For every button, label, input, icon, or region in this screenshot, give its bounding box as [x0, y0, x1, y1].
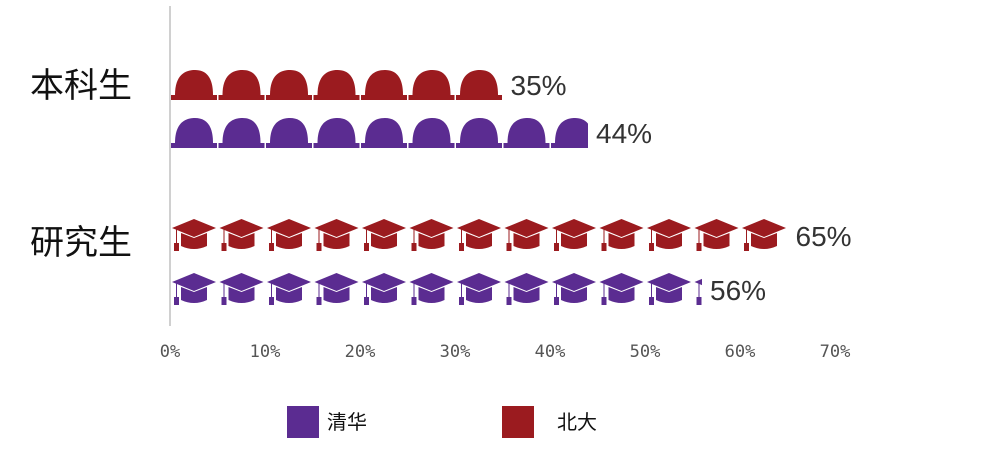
baseball-cap-icon	[171, 118, 217, 148]
legend-label: 北大	[557, 410, 597, 434]
baseball-cap-icon	[551, 118, 588, 148]
category-label: 研究生	[30, 223, 132, 263]
mortarboard-icon	[504, 219, 549, 251]
baseball-cap-icon	[266, 118, 312, 148]
mortarboard-icon	[267, 273, 311, 305]
legend-label: 清华	[327, 410, 367, 434]
baseball-cap-icon	[171, 70, 217, 100]
bar	[171, 118, 588, 148]
baseball-cap-icon	[266, 70, 312, 100]
bar	[172, 273, 702, 305]
mortarboard-icon	[694, 219, 739, 251]
mortarboard-icon	[362, 273, 406, 305]
x-tick-label: 10%	[250, 342, 281, 362]
legend-swatch	[502, 406, 534, 438]
x-tick-label: 60%	[725, 342, 756, 362]
mortarboard-icon	[552, 273, 596, 305]
legend: 清华 北大	[287, 406, 597, 438]
mortarboard-icon	[552, 219, 596, 251]
category-label: 本科生	[30, 66, 132, 106]
value-label: 35%	[511, 70, 567, 101]
legend-swatch	[287, 406, 319, 438]
x-tick-label: 70%	[820, 342, 851, 362]
mortarboard-icon	[599, 219, 644, 251]
mortarboard-icon	[504, 273, 549, 305]
bar	[172, 219, 786, 251]
value-label: 44%	[596, 118, 652, 149]
mortarboard-icon	[457, 273, 501, 305]
value-label: 56%	[710, 275, 766, 306]
baseball-cap-icon	[218, 118, 265, 148]
x-tick-label: 40%	[535, 342, 566, 362]
baseball-cap-icon	[361, 70, 407, 100]
baseball-cap-icon	[456, 70, 502, 100]
value-label: 65%	[796, 221, 852, 252]
mortarboard-icon	[647, 219, 691, 251]
mortarboard-icon	[647, 273, 691, 305]
mortarboard-icon	[409, 219, 454, 251]
bar	[171, 70, 502, 100]
baseball-cap-icon	[361, 118, 407, 148]
mortarboard-icon	[172, 273, 216, 305]
baseball-cap-icon	[313, 70, 360, 100]
baseball-cap-icon	[408, 70, 455, 100]
mortarboard-icon	[742, 219, 786, 251]
mortarboard-icon	[172, 219, 216, 251]
x-tick-label: 50%	[630, 342, 661, 362]
mortarboard-icon	[362, 219, 406, 251]
mortarboard-icon	[267, 219, 311, 251]
mortarboard-icon	[599, 273, 644, 305]
mortarboard-icon	[409, 273, 454, 305]
x-axis-ticks: 0% 10% 20% 30% 40% 50% 60% 70%	[160, 342, 851, 362]
mortarboard-icon	[219, 219, 264, 251]
mortarboard-icon	[457, 219, 501, 251]
baseball-cap-icon	[456, 118, 502, 148]
mortarboard-icon	[219, 273, 264, 305]
mortarboard-icon	[314, 273, 359, 305]
x-tick-label: 20%	[345, 342, 376, 362]
mortarboard-icon	[314, 219, 359, 251]
baseball-cap-icon	[408, 118, 455, 148]
x-tick-label: 30%	[440, 342, 471, 362]
x-tick-label: 0%	[160, 342, 180, 362]
baseball-cap-icon	[218, 70, 265, 100]
baseball-cap-icon	[503, 118, 550, 148]
baseball-cap-icon	[313, 118, 360, 148]
